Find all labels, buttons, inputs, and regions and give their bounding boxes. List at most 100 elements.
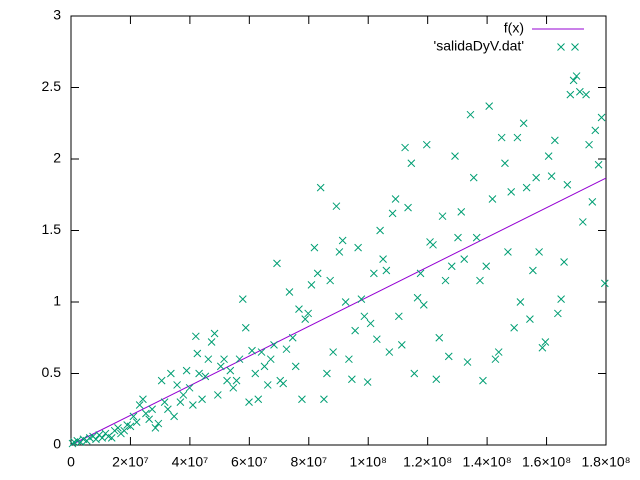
data-point: [164, 405, 172, 414]
data-point: [404, 203, 412, 212]
data-point: [469, 173, 478, 182]
data-point: [575, 87, 584, 96]
data-point: [519, 119, 528, 128]
data-point: [529, 266, 537, 275]
data-point: [357, 295, 366, 303]
data-point: [563, 180, 572, 189]
data-point: [485, 102, 494, 110]
data-point: [126, 422, 135, 431]
data-point: [320, 395, 328, 404]
y-tick-label: 1: [53, 293, 61, 309]
data-point: [441, 276, 450, 285]
data-point: [279, 379, 288, 388]
data-point: [532, 173, 541, 182]
data-point: [547, 172, 556, 181]
data-point: [273, 259, 281, 268]
data-point: [382, 266, 391, 275]
data-point: [145, 415, 154, 424]
data-point: [332, 202, 341, 211]
data-point: [435, 333, 444, 342]
data-point: [229, 383, 238, 392]
data-point: [600, 279, 609, 288]
data-point: [216, 362, 225, 371]
data-point: [419, 301, 428, 309]
data-point: [135, 401, 144, 409]
data-point: [132, 418, 141, 426]
data-point: [582, 90, 590, 99]
data-point: [226, 366, 235, 375]
data-point: [191, 332, 200, 341]
data-point: [507, 188, 516, 196]
data-point: [254, 395, 263, 404]
data-point: [151, 423, 160, 432]
data-point: [476, 276, 484, 285]
x-tick-label: 0: [67, 454, 75, 470]
legend-marker: [571, 43, 579, 51]
data-point: [410, 369, 419, 378]
data-point: [304, 309, 313, 318]
x-tick-label: 6×10⁷: [231, 454, 268, 470]
data-point: [313, 269, 322, 278]
data-point: [198, 395, 206, 404]
data-point: [572, 72, 581, 80]
data-point: [513, 133, 522, 142]
x-tick-label: 1.6×10⁸: [522, 454, 571, 470]
data-point: [291, 362, 300, 371]
data-point: [372, 335, 381, 344]
data-point: [173, 381, 181, 389]
x-tick-label: 4×10⁷: [172, 454, 209, 470]
data-point: [429, 240, 437, 249]
x-tick-label: 2×10⁷: [112, 454, 149, 470]
data-point: [348, 375, 356, 384]
data-point: [491, 355, 500, 364]
data-point: [295, 305, 303, 314]
data-point: [551, 136, 559, 145]
data-point: [379, 255, 387, 263]
data-point: [301, 315, 310, 324]
data-point: [185, 383, 194, 392]
data-point: [463, 358, 472, 366]
data-point: [444, 352, 453, 361]
y-tick-label: 0: [53, 436, 61, 452]
data-point: [223, 376, 231, 385]
data-point: [114, 423, 122, 432]
data-point: [270, 341, 278, 349]
x-tick-label: 1.8×10⁸: [581, 454, 630, 470]
data-point: [307, 280, 316, 289]
data-point: [538, 343, 547, 352]
data-point: [193, 349, 202, 358]
data-point: [413, 293, 422, 302]
data-point: [522, 183, 531, 192]
data-point: [210, 329, 219, 338]
y-tick-label: 3: [53, 7, 61, 23]
data-point: [588, 198, 597, 206]
data-point: [560, 258, 568, 266]
data-point: [376, 226, 384, 235]
data-point: [182, 366, 191, 375]
data-point: [142, 409, 150, 418]
data-point: [494, 348, 503, 356]
data-point: [388, 209, 397, 218]
data-point: [263, 381, 272, 389]
data-point: [535, 248, 543, 256]
y-tick-label: 2.5: [42, 78, 62, 94]
plot-border: [70, 15, 607, 446]
x-tick-label: 1.2×10⁸: [403, 454, 452, 470]
data-point: [591, 126, 600, 135]
y-tick-label: 2: [53, 150, 61, 166]
data-point: [504, 248, 512, 256]
data-point: [422, 140, 431, 149]
data-point: [407, 159, 416, 168]
data-point: [451, 152, 459, 160]
data-point: [447, 262, 456, 271]
data-point: [391, 195, 400, 203]
function-line: [70, 177, 607, 446]
x-tick-label: 8×10⁷: [290, 454, 327, 470]
data-point: [351, 326, 359, 335]
x-tick-label: 1.4×10⁸: [463, 454, 512, 470]
data-point: [154, 419, 163, 428]
data-point: [366, 319, 375, 328]
data-point: [245, 398, 253, 406]
